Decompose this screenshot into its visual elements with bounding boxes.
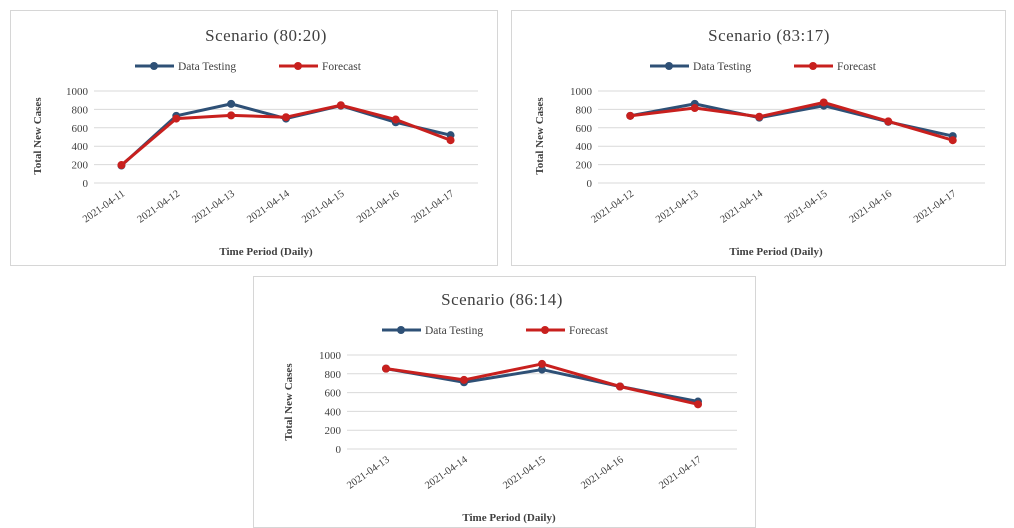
data-point-forecast: [626, 111, 635, 120]
y-tick-label: 200: [72, 160, 89, 172]
x-tick-label: 2021-04-13: [190, 188, 236, 225]
legend-marker-data-testing: [397, 326, 405, 334]
legend-marker-data-testing: [150, 62, 158, 70]
y-tick-label: 200: [325, 425, 342, 437]
legend-label-forecast: Forecast: [569, 325, 609, 337]
plot-area: 0 200 400 600 800 1000 2021-04-12 2021-04-13 202…: [570, 86, 985, 226]
x-tick-label: 2021-04-13: [345, 454, 391, 491]
y-tick-label: 1000: [570, 86, 593, 98]
y-tick-label: 0: [587, 178, 593, 190]
x-tick-label: 2021-04-15: [783, 188, 829, 225]
y-tick-label: 1000: [319, 350, 342, 362]
chart-svg-86-14: Scenario (86:14) Data Testing Forecast T…: [283, 290, 737, 524]
legend: Data Testing Forecast: [135, 61, 362, 73]
legend: Data Testing Forecast: [650, 61, 877, 73]
y-tick-label: 800: [72, 104, 89, 116]
legend-marker-forecast: [294, 62, 302, 70]
data-point-forecast: [694, 400, 702, 409]
data-point-forecast: [446, 136, 455, 145]
data-point-data-testing: [227, 99, 236, 108]
y-tick-label: 800: [576, 104, 593, 116]
y-tick-label: 600: [576, 123, 593, 135]
x-tick-label: 2021-04-15: [300, 188, 346, 225]
data-point-forecast: [336, 101, 345, 110]
data-point-forecast: [382, 364, 390, 373]
x-tick-label: 2021-04-14: [245, 188, 292, 226]
legend-label-forecast: Forecast: [322, 61, 362, 73]
y-axis-label: Total New Cases: [32, 97, 44, 175]
chart-panel-83-17: Scenario (83:17) Data Testing Forecast T…: [511, 10, 1006, 266]
x-tick-label: 2021-04-16: [355, 188, 401, 225]
x-tick-label: 2021-04-17: [657, 454, 703, 491]
series-line-forecast: [628, 101, 955, 142]
x-tick-label: 2021-04-16: [848, 188, 894, 225]
chart-svg-83-17: Scenario (83:17) Data Testing Forecast T…: [534, 26, 985, 258]
data-point-forecast: [690, 104, 699, 113]
y-tick-label: 400: [576, 141, 593, 153]
x-tick-label: 2021-04-16: [579, 454, 625, 491]
series-line-data-testing: [119, 102, 453, 168]
plot-area: 0 200 400 600 800 1000 2021-04-13 2021-04-14 202…: [319, 350, 737, 492]
legend-label-forecast: Forecast: [837, 61, 877, 73]
x-tick-label: 2021-04-14: [423, 454, 470, 492]
x-tick-label: 2021-04-12: [136, 188, 182, 225]
y-tick-label: 1000: [66, 86, 89, 98]
chart-panel-86-14: Scenario (86:14) Data Testing Forecast T…: [253, 276, 756, 528]
data-point-forecast: [616, 382, 624, 391]
data-point-forecast: [819, 98, 828, 107]
x-axis-label: Time Period (Daily): [462, 512, 556, 524]
y-tick-label: 0: [83, 178, 89, 190]
x-tick-label: 2021-04-15: [501, 454, 547, 491]
y-axis-label: Total New Cases: [534, 97, 546, 175]
y-tick-label: 400: [325, 406, 342, 418]
y-tick-label: 200: [576, 160, 593, 172]
data-point-data-testing: [538, 365, 546, 374]
data-point-forecast: [282, 113, 290, 122]
data-point-forecast: [172, 114, 181, 123]
y-tick-label: 800: [325, 369, 342, 381]
legend-marker-forecast: [541, 326, 549, 334]
x-tick-label: 2021-04-13: [654, 188, 700, 225]
y-tick-label: 0: [336, 444, 342, 456]
legend-label-data-testing: Data Testing: [425, 325, 483, 337]
x-tick-label: 2021-04-14: [719, 188, 766, 226]
chart-title: Scenario (86:14): [441, 290, 563, 309]
data-point-forecast: [460, 375, 468, 384]
data-point-forecast: [117, 161, 126, 170]
y-tick-label: 400: [72, 141, 89, 153]
x-axis-label: Time Period (Daily): [729, 246, 823, 258]
data-point-forecast: [948, 136, 957, 145]
chart-title: Scenario (83:17): [708, 26, 830, 45]
data-point-forecast: [391, 115, 400, 124]
chart-title: Scenario (80:20): [205, 26, 327, 45]
data-point-forecast: [755, 112, 764, 121]
x-tick-label: 2021-04-17: [410, 188, 456, 225]
data-point-forecast: [227, 111, 236, 120]
x-tick-label: 2021-04-17: [912, 188, 958, 225]
legend-label-data-testing: Data Testing: [693, 61, 751, 73]
y-tick-label: 600: [325, 388, 342, 400]
legend-marker-forecast: [809, 62, 817, 70]
data-point-forecast: [538, 359, 546, 368]
y-axis-label: Total New Cases: [283, 363, 295, 441]
legend-label-data-testing: Data Testing: [178, 61, 236, 73]
data-point-forecast: [884, 117, 893, 126]
x-tick-label: 2021-04-11: [81, 188, 127, 225]
legend: Data Testing Forecast: [382, 325, 609, 337]
legend-marker-data-testing: [665, 62, 673, 70]
chart-svg-80-20: Scenario (80:20) Data Testing Forecast T…: [32, 26, 478, 258]
chart-panel-80-20: Scenario (80:20) Data Testing Forecast T…: [10, 10, 498, 266]
y-tick-label: 600: [72, 123, 89, 135]
x-axis-label: Time Period (Daily): [219, 246, 313, 258]
x-tick-label: 2021-04-12: [590, 188, 636, 225]
